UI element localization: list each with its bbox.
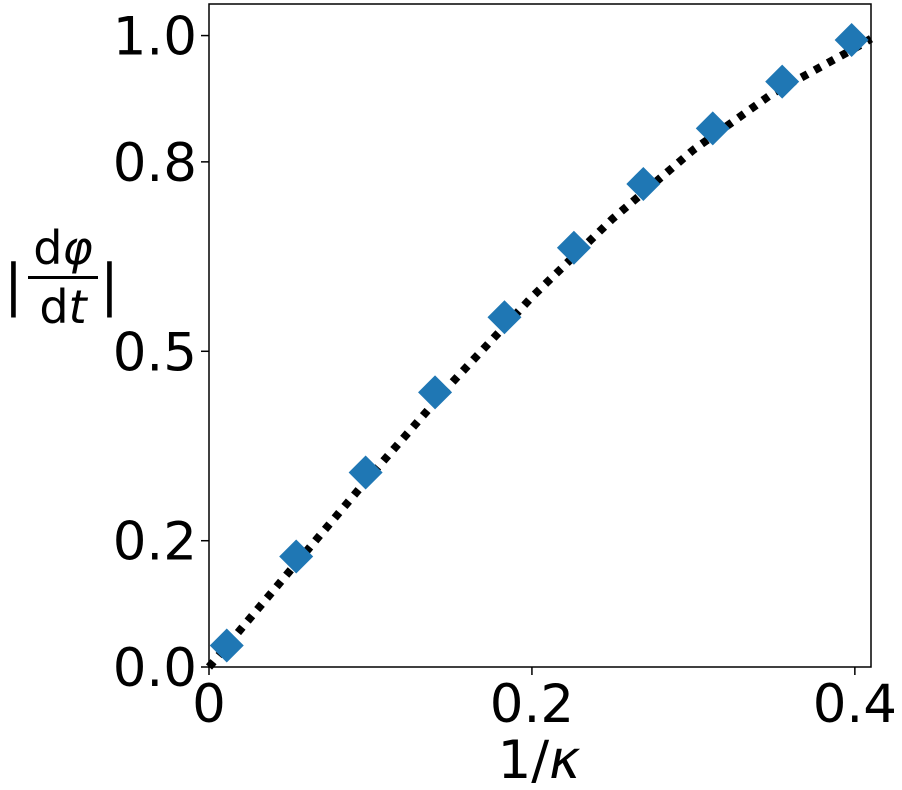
x-tick-label: 0.2 (490, 674, 574, 735)
y-label-fraction: dφ dt (24, 222, 102, 333)
y-tick-label: 1.0 (113, 7, 197, 68)
plot-frame (208, 3, 872, 668)
y-tick-label: 0.0 (113, 638, 197, 699)
data-point (765, 64, 800, 99)
data-point (348, 455, 383, 490)
fit-line (205, 35, 874, 670)
plot-area (208, 3, 872, 668)
data-point (209, 628, 244, 663)
y-label-left-bar: | (4, 253, 23, 318)
y-tick-label: 0.2 (113, 512, 197, 573)
data-point (626, 166, 661, 201)
y-axis-label: | dφ dt | (4, 222, 124, 342)
y-label-right-bar: | (100, 253, 119, 318)
data-point (556, 230, 591, 265)
data-point (418, 375, 453, 410)
x-tick-label: 0.4 (813, 674, 897, 735)
x-tick-label: 0 (192, 674, 226, 735)
x-axis-label: 1/κ (498, 730, 581, 790)
series-layer (205, 22, 874, 670)
data-point (695, 111, 730, 146)
data-point (834, 22, 869, 57)
y-label-denominator: dt (39, 280, 87, 334)
x-axis-ticks: 0 0.2 0.4 (192, 667, 897, 735)
y-tick-label: 0.5 (113, 322, 197, 383)
data-point (279, 539, 314, 574)
y-axis-ticks: 0.0 0.2 0.5 0.8 1.0 (113, 7, 209, 699)
y-label-fraction-bar (28, 276, 98, 279)
y-label-numerator: dφ (33, 221, 93, 275)
data-point (487, 300, 522, 335)
y-tick-label: 0.8 (113, 133, 197, 194)
